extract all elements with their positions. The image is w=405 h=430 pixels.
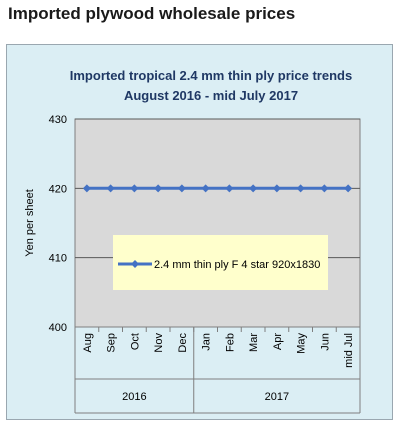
data-point (201, 184, 210, 193)
data-point (106, 184, 115, 193)
data-point (82, 184, 91, 193)
chart-title: Imported tropical 2.4 mm thin ply price … (70, 68, 352, 83)
data-point (249, 184, 258, 193)
page-heading: Imported plywood wholesale prices (8, 4, 296, 23)
x-tick-label: Apr (272, 333, 284, 350)
chart-legend: 2.4 mm thin ply F 4 star 920x1830 (113, 235, 328, 290)
x-tick-label: Feb (224, 333, 236, 352)
y-tick-label: 430 (49, 114, 67, 126)
category-group-label: 2016 (122, 391, 146, 403)
x-tick-label: Nov (153, 333, 165, 353)
data-point (154, 184, 163, 193)
x-tick-label: Sep (106, 333, 118, 353)
y-axis-label: Yen per sheet (24, 189, 36, 256)
x-tick-label: Jan (201, 333, 213, 351)
data-point (225, 184, 234, 193)
y-tick-label: 400 (49, 322, 67, 334)
x-tick-label: May (296, 333, 308, 354)
x-tick-label: Mar (248, 333, 260, 352)
x-tick-label: Oct (129, 333, 141, 350)
chart-subtitle: August 2016 - mid July 2017 (124, 88, 298, 103)
data-point (130, 184, 139, 193)
x-tick-label: Dec (177, 333, 189, 353)
legend-marker (131, 260, 139, 268)
category-group-label: 2017 (265, 391, 289, 403)
data-point (272, 184, 281, 193)
data-point (320, 184, 329, 193)
legend-label: 2.4 mm thin ply F 4 star 920x1830 (154, 259, 320, 271)
x-tick-label: Aug (82, 333, 94, 353)
y-tick-label: 420 (49, 183, 67, 195)
x-tick-label: Jun (319, 333, 331, 351)
price-trend-chart: Imported tropical 2.4 mm thin ply price … (24, 68, 361, 414)
x-tick-label: mid Jul (343, 333, 355, 368)
data-point (177, 184, 186, 193)
plot-area: 400 410 420 430 Yen per sheet Aug Sep Oct Nov Dec… (24, 114, 361, 414)
y-tick-label: 410 (49, 253, 67, 265)
data-point (296, 184, 305, 193)
plot-background (74, 118, 361, 328)
data-point (344, 184, 353, 193)
chart-frame: Imported tropical 2.4 mm thin ply price … (6, 44, 393, 420)
